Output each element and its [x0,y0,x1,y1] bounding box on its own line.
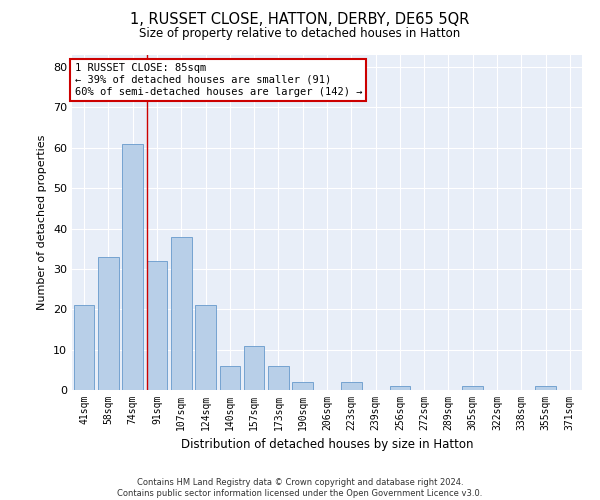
Bar [389,386,410,390]
Bar [244,346,265,390]
Bar [98,257,119,390]
Text: Contains HM Land Registry data © Crown copyright and database right 2024.
Contai: Contains HM Land Registry data © Crown c… [118,478,482,498]
Bar [292,382,313,390]
Bar [268,366,289,390]
Bar [220,366,240,390]
Text: Size of property relative to detached houses in Hatton: Size of property relative to detached ho… [139,28,461,40]
Bar [171,236,191,390]
Text: 1 RUSSET CLOSE: 85sqm
← 39% of detached houses are smaller (91)
60% of semi-deta: 1 RUSSET CLOSE: 85sqm ← 39% of detached … [74,64,362,96]
Bar [535,386,556,390]
Y-axis label: Number of detached properties: Number of detached properties [37,135,47,310]
X-axis label: Distribution of detached houses by size in Hatton: Distribution of detached houses by size … [181,438,473,452]
Text: 1, RUSSET CLOSE, HATTON, DERBY, DE65 5QR: 1, RUSSET CLOSE, HATTON, DERBY, DE65 5QR [130,12,470,28]
Bar [74,305,94,390]
Bar [341,382,362,390]
Bar [146,261,167,390]
Bar [195,305,216,390]
Bar [463,386,483,390]
Bar [122,144,143,390]
